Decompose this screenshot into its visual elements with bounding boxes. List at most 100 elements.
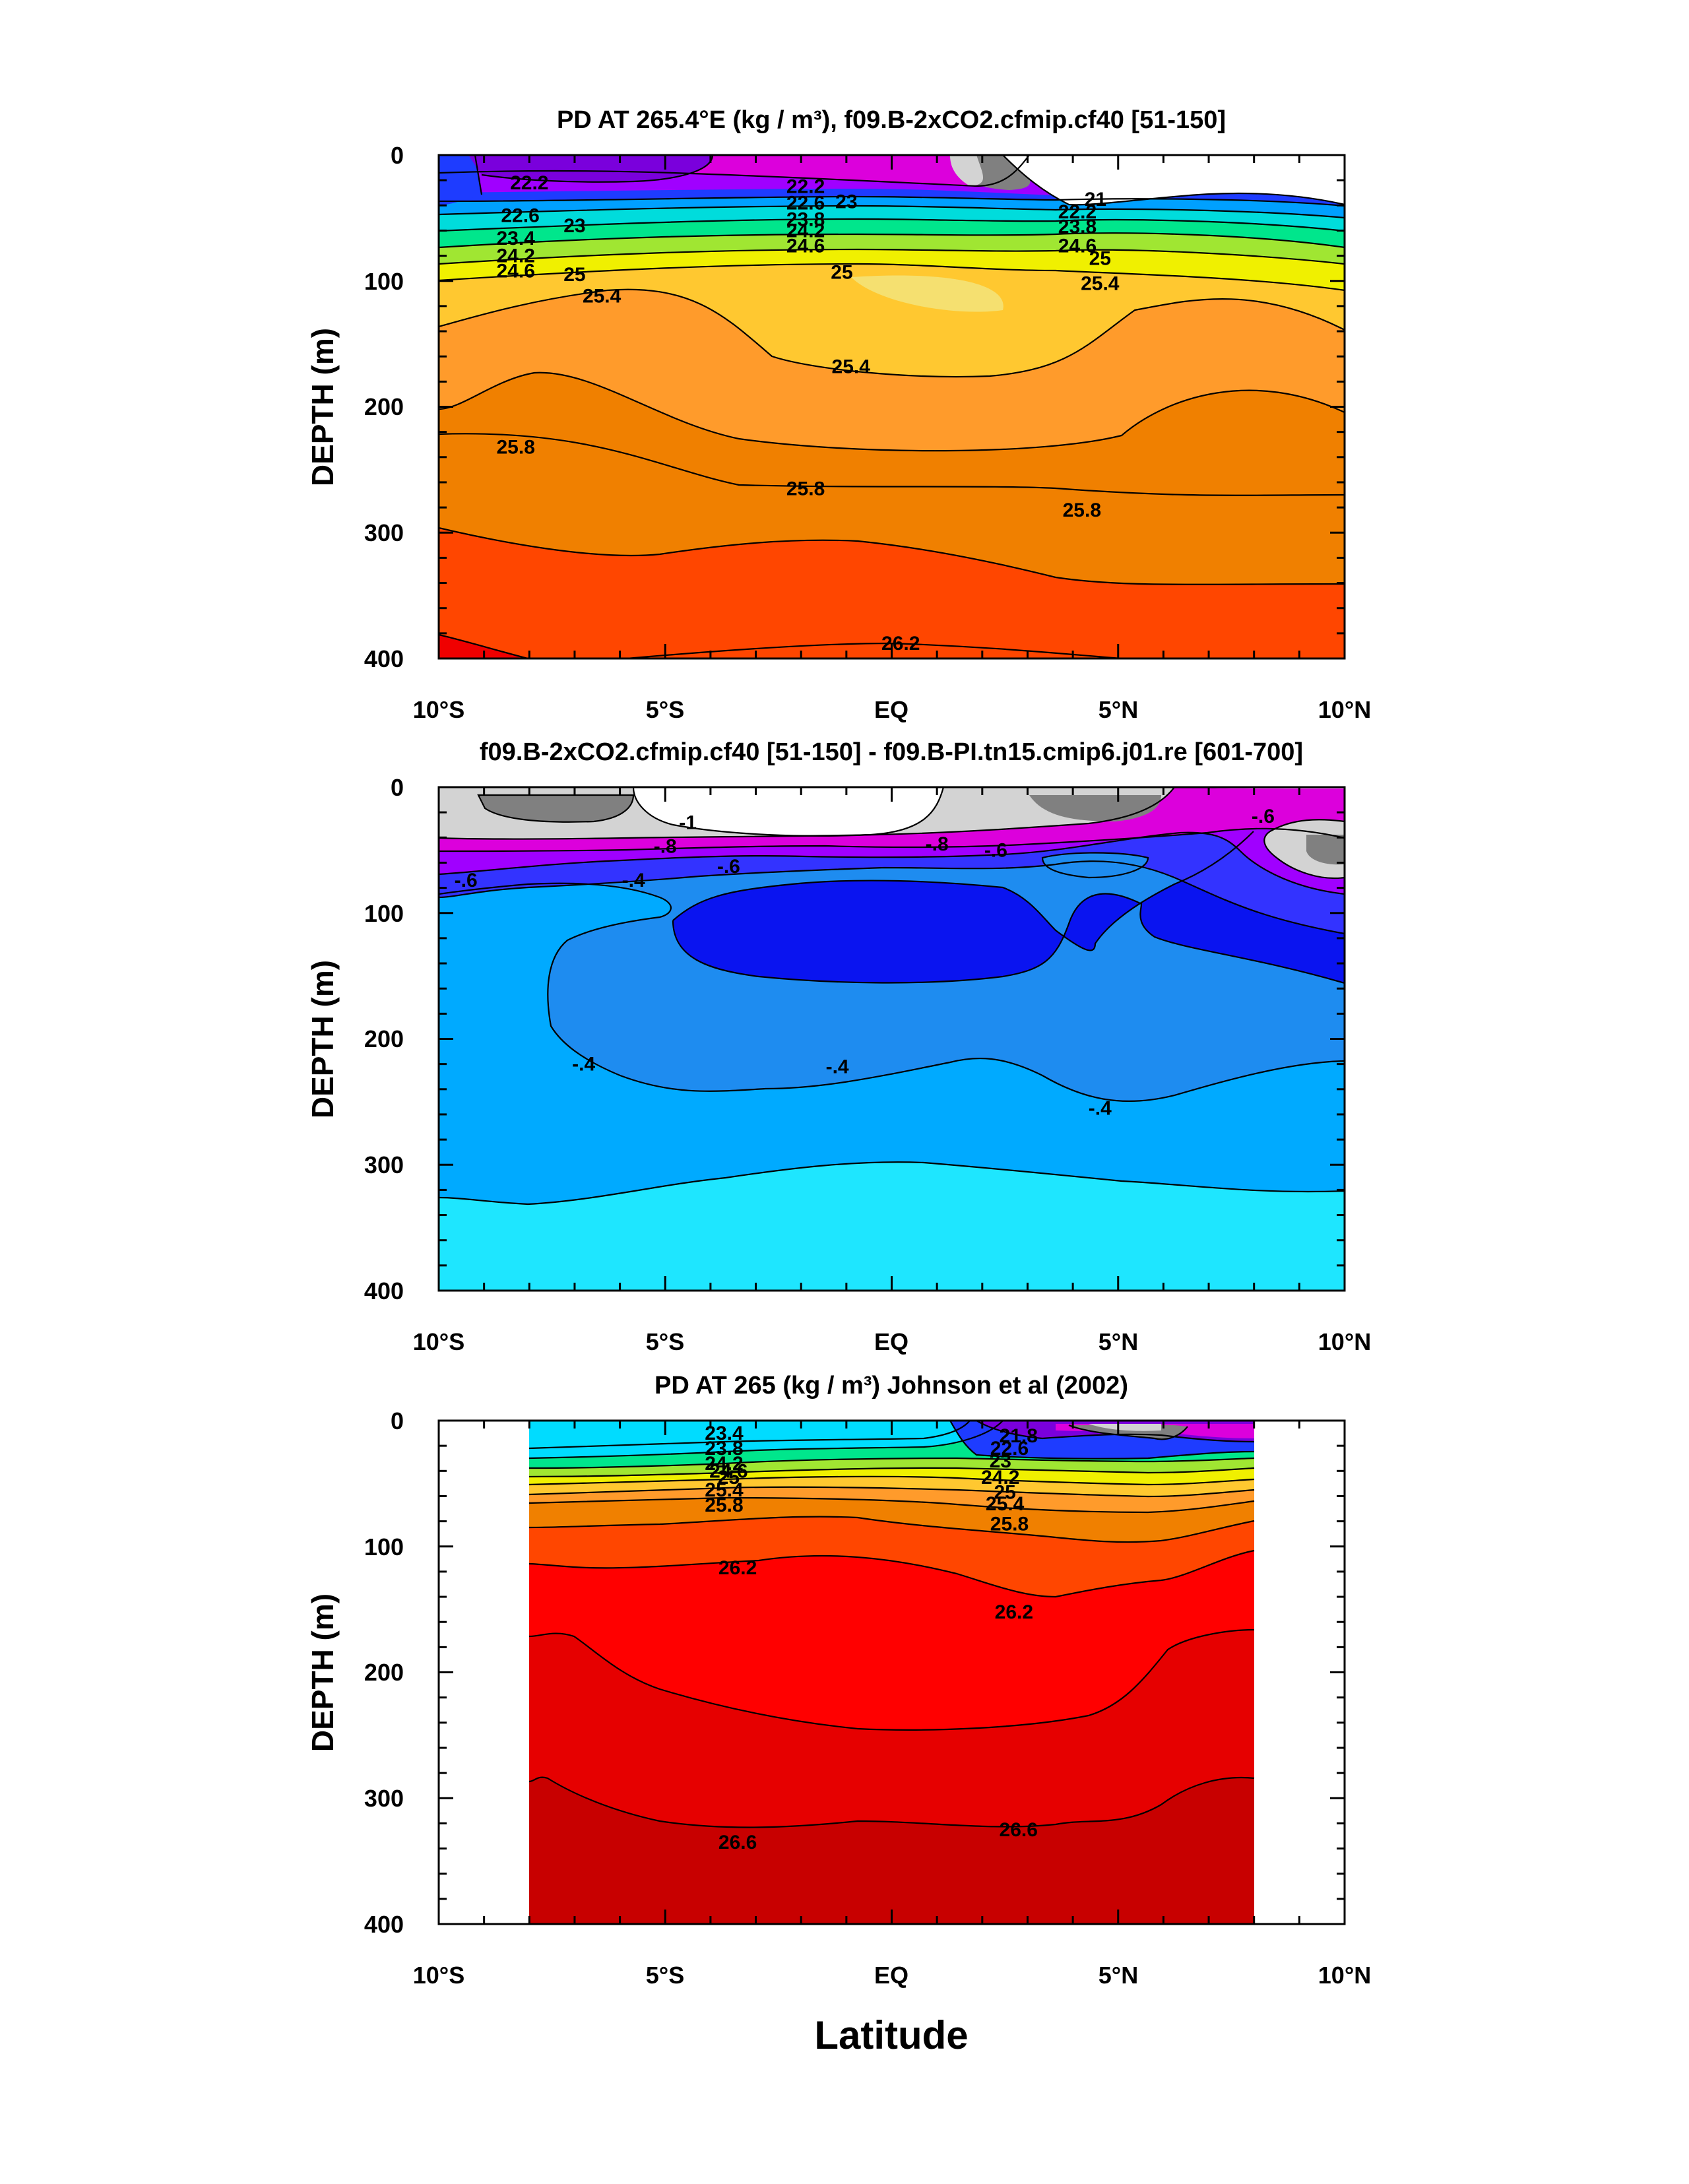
panel-middle-ylabel: DEPTH (m) (305, 960, 340, 1118)
contour-label: 23.4 (497, 228, 536, 249)
contour-label: -.4 (1089, 1097, 1112, 1119)
contour-label: 25.4 (986, 1493, 1025, 1515)
contour-label: 25.8 (497, 437, 535, 459)
contour-label: 24.6 (709, 1460, 748, 1482)
contour-label: 23.8 (1058, 216, 1097, 238)
contour-label: 21 (1085, 189, 1106, 210)
y-tick-label: 200 (364, 393, 404, 420)
y-tick-label: 200 (364, 1659, 404, 1686)
contour-label: 25.4 (1081, 273, 1120, 295)
panel-bottom-title: PD AT 265 (kg / m³) Johnson et al (2002) (654, 1372, 1128, 1399)
panel-bottom: PD AT 265 (kg / m³) Johnson et al (2002)… (305, 1372, 1371, 1989)
y-tick-label: 400 (364, 1911, 404, 1938)
contour-label: 25.8 (705, 1494, 743, 1516)
contour-label: 26.2 (718, 1557, 757, 1579)
panel-middle-ticks (437, 786, 1346, 1292)
contour-label: 25.8 (1063, 499, 1101, 521)
contour-label: 26.2 (995, 1601, 1033, 1623)
y-tick-label: 300 (364, 519, 404, 546)
y-tick-label: 400 (364, 1277, 404, 1304)
contour-label: -.6 (455, 870, 478, 891)
contour-label: 24.2 (981, 1467, 1019, 1489)
x-axis-label: Latitude (814, 2013, 968, 2057)
contour-label: 25 (831, 261, 852, 283)
panel-middle: f09.B-2xCO2.cfmip.cf40 [51-150] - f09.B-… (305, 738, 1371, 1355)
contour-label: 25.4 (583, 286, 621, 307)
panel-bottom-ticks (437, 1419, 1346, 1925)
contour-label: 24.2 (497, 245, 535, 267)
contour-label: 23 (563, 215, 585, 237)
y-tick-label: 0 (391, 142, 404, 169)
panel-top-x-tick-labels: 10°S 5°S EQ 5°N 10°N (413, 696, 1371, 723)
x-tick-label: 10°S (413, 1328, 464, 1355)
contour-label: 22.2 (1058, 201, 1097, 223)
contour-label: -.6 (984, 839, 1007, 861)
contour-label: 23.4 (705, 1423, 744, 1444)
contour-label: 22.6 (990, 1438, 1029, 1460)
y-tick-label: 200 (364, 1025, 404, 1052)
panel-top-title: PD AT 265.4°E (kg / m³), f09.B-2xCO2.cfm… (557, 106, 1226, 134)
panel-bottom-ylabel: DEPTH (m) (305, 1593, 340, 1752)
y-tick-label: 300 (364, 1151, 404, 1178)
x-tick-label: 10°N (1318, 1328, 1371, 1355)
x-tick-label: EQ (874, 1328, 908, 1355)
y-tick-label: 100 (364, 900, 404, 927)
panel-middle-contour-labels: -1-.8 -.8-.6-.6-.6-.6 -.4-.4 -.4-.4 (455, 806, 1275, 1120)
panel-top-y-tick-labels: 0 100 200 300 400 (364, 142, 404, 672)
x-tick-label: 10°S (413, 1962, 464, 1989)
contour-label: -.4 (826, 1056, 849, 1077)
x-tick-label: 5°S (646, 696, 684, 723)
contour-label: 26.6 (1000, 1819, 1038, 1841)
panel-bottom-contour-fill (528, 1421, 1255, 1924)
contour-label: -.6 (717, 856, 740, 878)
x-tick-label: 5°N (1099, 696, 1138, 723)
contour-label: 22.6 (786, 192, 825, 214)
contour-label: 25 (718, 1467, 740, 1489)
x-tick-label: 10°N (1318, 1962, 1371, 1989)
contour-label: 25.8 (990, 1513, 1029, 1535)
panel-top-ticks (437, 154, 1346, 660)
contour-label: 22.2 (786, 176, 825, 198)
contour-label: 24.6 (1058, 235, 1097, 257)
y-tick-label: 400 (364, 645, 404, 672)
contour-label: 24.6 (786, 235, 825, 257)
contour-label: -.8 (926, 833, 949, 855)
contour-label: 24.6 (497, 260, 535, 282)
y-tick-label: 0 (391, 1407, 404, 1434)
contour-label: 24.2 (786, 220, 825, 241)
contour-label: -.6 (1252, 806, 1275, 827)
contour-label: 26.2 (881, 633, 920, 655)
panel-top-ylabel: DEPTH (m) (305, 328, 340, 486)
y-tick-label: 100 (364, 268, 404, 295)
y-tick-label: 0 (391, 774, 404, 801)
contour-label: 22.6 (501, 205, 539, 227)
contour-label: 26.6 (718, 1832, 757, 1853)
contour-label: 24.2 (705, 1453, 743, 1475)
panel-bottom-x-tick-labels: 10°S 5°S EQ 5°N 10°N (413, 1962, 1371, 1989)
contour-label: 23.8 (786, 209, 825, 230)
contour-label: 23 (835, 191, 857, 213)
panel-middle-title: f09.B-2xCO2.cfmip.cf40 [51-150] - f09.B-… (480, 738, 1303, 766)
panel-bottom-contour-labels: 23.423.824.224.62525.425.821.822.62324.2… (705, 1423, 1038, 1853)
contour-label: 21.8 (1000, 1425, 1038, 1447)
contour-label: 25.4 (705, 1479, 744, 1501)
x-tick-label: 5°N (1099, 1328, 1138, 1355)
x-tick-label: 5°N (1099, 1962, 1138, 1989)
contour-label: -.4 (572, 1054, 595, 1076)
contour-label: 25.8 (786, 478, 825, 499)
x-tick-label: 5°S (646, 1328, 684, 1355)
x-tick-label: EQ (874, 1962, 908, 1989)
contour-label: 23 (990, 1450, 1011, 1472)
x-tick-label: EQ (874, 696, 908, 723)
contour-label: 22.2 (510, 172, 548, 194)
contour-label: 25 (563, 264, 585, 286)
contour-label: 23.8 (705, 1438, 743, 1460)
panel-top: PD AT 265.4°E (kg / m³), f09.B-2xCO2.cfm… (305, 106, 1371, 723)
contour-label: -.8 (654, 836, 677, 858)
contour-label: 25.4 (832, 356, 871, 377)
y-tick-label: 100 (364, 1533, 404, 1560)
x-tick-label: 10°S (413, 696, 464, 723)
panel-bottom-y-tick-labels: 0 100 200 300 400 (364, 1407, 404, 1938)
